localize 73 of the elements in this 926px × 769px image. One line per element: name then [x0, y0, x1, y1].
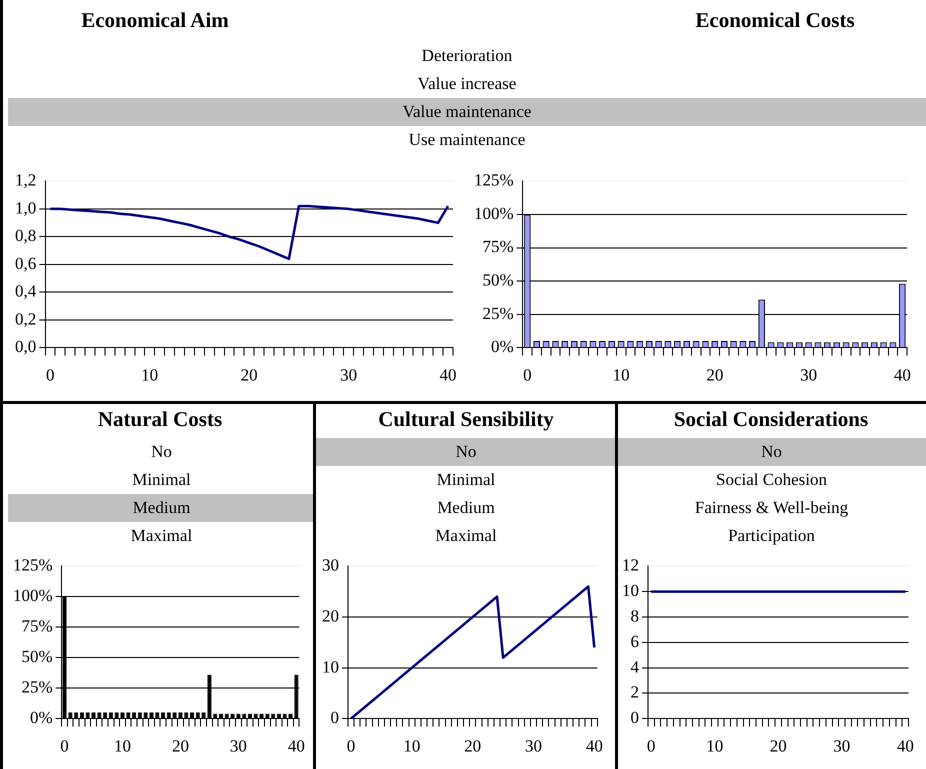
y-tick-label: 12 [622, 556, 639, 575]
x-tick-label: 40 [896, 736, 914, 756]
y-tick-label: 0,2 [15, 309, 36, 328]
y-tick-label: 4 [630, 657, 640, 676]
y-tick-label: 125% [474, 170, 514, 190]
x-tick-label: 40 [288, 736, 305, 756]
text: Maximal [434, 525, 498, 547]
x-tick-label: 20 [706, 365, 724, 384]
x-tick-label: 0 [60, 736, 69, 756]
text: Social Cohesion [715, 469, 828, 491]
y-tick-label: 0% [490, 337, 514, 356]
chart-title: Economical Aim [81, 8, 229, 33]
text: Minimal [436, 469, 496, 491]
x-tick-label: 0 [523, 365, 532, 384]
chart-title: Social Considerations [674, 407, 868, 432]
x-tick-label: 20 [770, 736, 787, 756]
x-tick-label: 20 [240, 365, 258, 384]
text: Use maintenance [408, 129, 526, 151]
text: Maximal [130, 525, 194, 547]
x-tick-label: 30 [230, 736, 247, 756]
text: Participation [727, 525, 816, 547]
x-tick-label: 10 [403, 736, 420, 756]
y-tick-label: 100% [12, 586, 53, 606]
text: Fairness & Well-being [694, 497, 850, 519]
y-tick-label: 0,6 [15, 254, 36, 273]
x-tick-label: 40 [894, 365, 911, 384]
y-tick-label: 0,8 [15, 226, 36, 246]
y-tick-label: 50% [482, 270, 514, 290]
y-tick-label: 30 [322, 556, 339, 575]
y-tick-label: 10 [622, 581, 639, 600]
y-tick-label: 20 [322, 606, 339, 626]
x-tick-label: 30 [525, 736, 542, 756]
x-tick-label: 30 [800, 365, 818, 384]
y-tick-label: 75% [21, 616, 53, 636]
y-tick-label: 0,4 [15, 282, 37, 301]
x-tick-label: 0 [646, 736, 656, 756]
chart-title: Economical Costs [695, 8, 855, 33]
text: No [617, 438, 926, 466]
x-tick-label: 20 [172, 736, 189, 756]
x-tick-label: 10 [114, 736, 131, 756]
y-tick-label: 8 [630, 606, 639, 626]
y-tick-label: 1,0 [15, 198, 36, 218]
x-tick-label: 30 [340, 365, 358, 384]
x-tick-label: 40 [440, 365, 457, 384]
y-tick-label: 25% [21, 678, 53, 697]
text: Medium [436, 497, 496, 519]
y-tick-label: 100% [474, 204, 514, 223]
x-tick-label: 10 [141, 365, 158, 384]
text: Minimal [131, 469, 192, 491]
y-tick-label: 0 [330, 708, 339, 728]
y-tick-label: 0 [630, 708, 639, 728]
x-tick-label: 0 [346, 736, 356, 756]
text: Deterioration [420, 45, 514, 67]
y-tick-label: 1,2 [15, 170, 36, 190]
text: No [150, 441, 173, 463]
y-tick-label: 25% [482, 304, 514, 323]
text: Value maintenance [8, 98, 926, 126]
y-tick-label: 10 [322, 657, 339, 676]
y-tick-label: 6 [630, 632, 639, 651]
chart-title: Natural Costs [98, 407, 222, 432]
y-tick-label: 75% [482, 237, 514, 256]
y-tick-label: 50% [21, 647, 53, 666]
y-tick-label: 0% [30, 708, 53, 728]
x-tick-label: 30 [833, 736, 850, 756]
text: Medium [8, 494, 315, 522]
text: No [315, 438, 617, 466]
text: Value increase [416, 73, 518, 95]
x-tick-label: 10 [706, 736, 724, 756]
chart-title: Cultural Sensibility [378, 407, 554, 432]
y-tick-label: 0,0 [15, 337, 36, 356]
y-tick-label: 2 [630, 682, 639, 702]
x-tick-label: 40 [586, 736, 603, 756]
y-tick-label: 125% [12, 556, 53, 575]
